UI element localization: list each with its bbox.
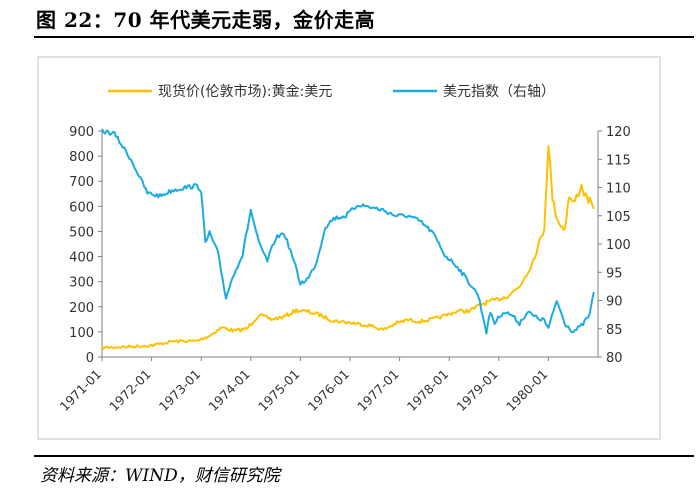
y-left-tick-label: 500 [69,225,94,240]
y-left-tick-label: 400 [69,251,94,266]
y-right-tick-label: 85 [606,323,623,338]
y-left-tick-label: 100 [69,326,94,341]
series-gold-line [101,145,595,350]
x-tick-label: 1978-01 [404,367,452,415]
y-left-tick-label: 200 [69,301,94,316]
chart-frame [37,56,661,440]
y-left-tick-label: 900 [69,125,94,140]
x-tick-label: 1972-01 [106,367,154,415]
y-right-tick-label: 115 [606,153,631,168]
y-right-tick-label: 80 [606,351,623,366]
y-left-tick-label: 600 [69,200,94,215]
x-tick-label: 1977-01 [354,367,402,415]
source-rule [34,455,694,457]
y-left-tick-label: 300 [69,276,94,291]
series-usd-index-line [101,128,595,335]
y-right-tick-label: 110 [606,182,631,197]
y-left-tick-label: 700 [69,175,94,190]
source-note: 资料来源：WIND，财信研究院 [40,466,280,486]
x-tick-label: 1976-01 [305,367,353,415]
x-tick-label: 1971-01 [57,367,105,415]
x-tick-label: 1974-01 [205,367,253,415]
legend: 现货价(伦敦市场):黄金:美元 美元指数（右轴） [108,83,555,100]
y-left-tick-label: 800 [69,150,94,165]
title-rule [34,36,694,38]
y-right-tick-label: 120 [606,125,631,140]
x-tick-label: 1979-01 [453,367,501,415]
x-tick-label: 1973-01 [156,367,204,415]
legend-usd-label: 美元指数（右轴） [443,84,555,100]
legend-gold-label: 现货价(伦敦市场):黄金:美元 [158,83,332,100]
x-tick-label: 1975-01 [255,367,303,415]
y-right-tick-label: 100 [606,238,631,253]
figure-title: 图 22：70 年代美元走弱，金价走高 [36,8,376,32]
axes: 0 100 200 300 400 500 600 700 800 900 80 85 90 95 100 1… [57,125,631,414]
series-layer [101,128,595,350]
y-right-tick-label: 90 [606,295,623,310]
y-right-tick-label: 105 [606,210,631,225]
y-left-tick-label: 0 [86,351,94,366]
y-right-tick-label: 95 [606,266,623,281]
x-tick-label: 1980-01 [503,367,551,415]
